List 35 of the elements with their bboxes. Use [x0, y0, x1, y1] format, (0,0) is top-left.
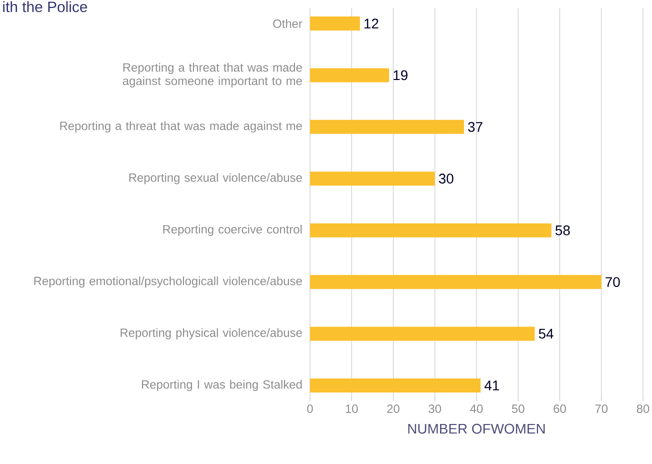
- bar: [310, 223, 552, 238]
- bar: [310, 378, 481, 392]
- y-tick-label: Reporting I was being Stalked: [142, 380, 302, 392]
- data-label: 54: [538, 328, 554, 339]
- y-tick-label: Reporting sexual violence/abuse: [129, 173, 302, 184]
- x-tick-label: 80: [636, 404, 650, 413]
- data-label: 70: [606, 277, 620, 287]
- data-label: 41: [484, 380, 500, 390]
- bar: [310, 275, 602, 290]
- y-tick-label: Other: [273, 19, 302, 28]
- data-label: 19: [394, 70, 408, 80]
- x-tick-label: 20: [387, 404, 400, 413]
- bar: [310, 172, 435, 186]
- bar: [310, 326, 535, 341]
- x-tick-label: 70: [595, 404, 608, 413]
- x-tick-label: 30: [428, 404, 442, 413]
- x-tick-label: 50: [512, 404, 524, 413]
- y-tick-label: Reporting physical violence/abuse: [120, 328, 302, 340]
- y-tick-label: Reporting coercive control: [163, 224, 302, 236]
- x-tick-label: 40: [470, 404, 483, 413]
- x-axis-title: NUMBER OFWOMEN: [408, 424, 545, 434]
- bar: [310, 16, 360, 31]
- data-label: 30: [438, 174, 454, 184]
- y-tick-label: Reporting a threat that was made against me: [60, 121, 302, 132]
- x-tick-label: 60: [554, 404, 566, 413]
- x-tick-label: 0: [307, 404, 313, 413]
- y-tick-label: Reporting emotional/psychologicall violence/abuse: [34, 276, 302, 288]
- y-tick-label: Reporting a threat that was made against someone important to me: [122, 62, 302, 88]
- data-label: 58: [556, 225, 570, 236]
- x-tick-label: 10: [346, 404, 358, 413]
- data-label: 12: [364, 18, 378, 28]
- text: ith the Police: [3, 1, 88, 12]
- bar: [310, 120, 464, 134]
- data-label: 37: [468, 122, 482, 132]
- bar: [310, 68, 390, 82]
